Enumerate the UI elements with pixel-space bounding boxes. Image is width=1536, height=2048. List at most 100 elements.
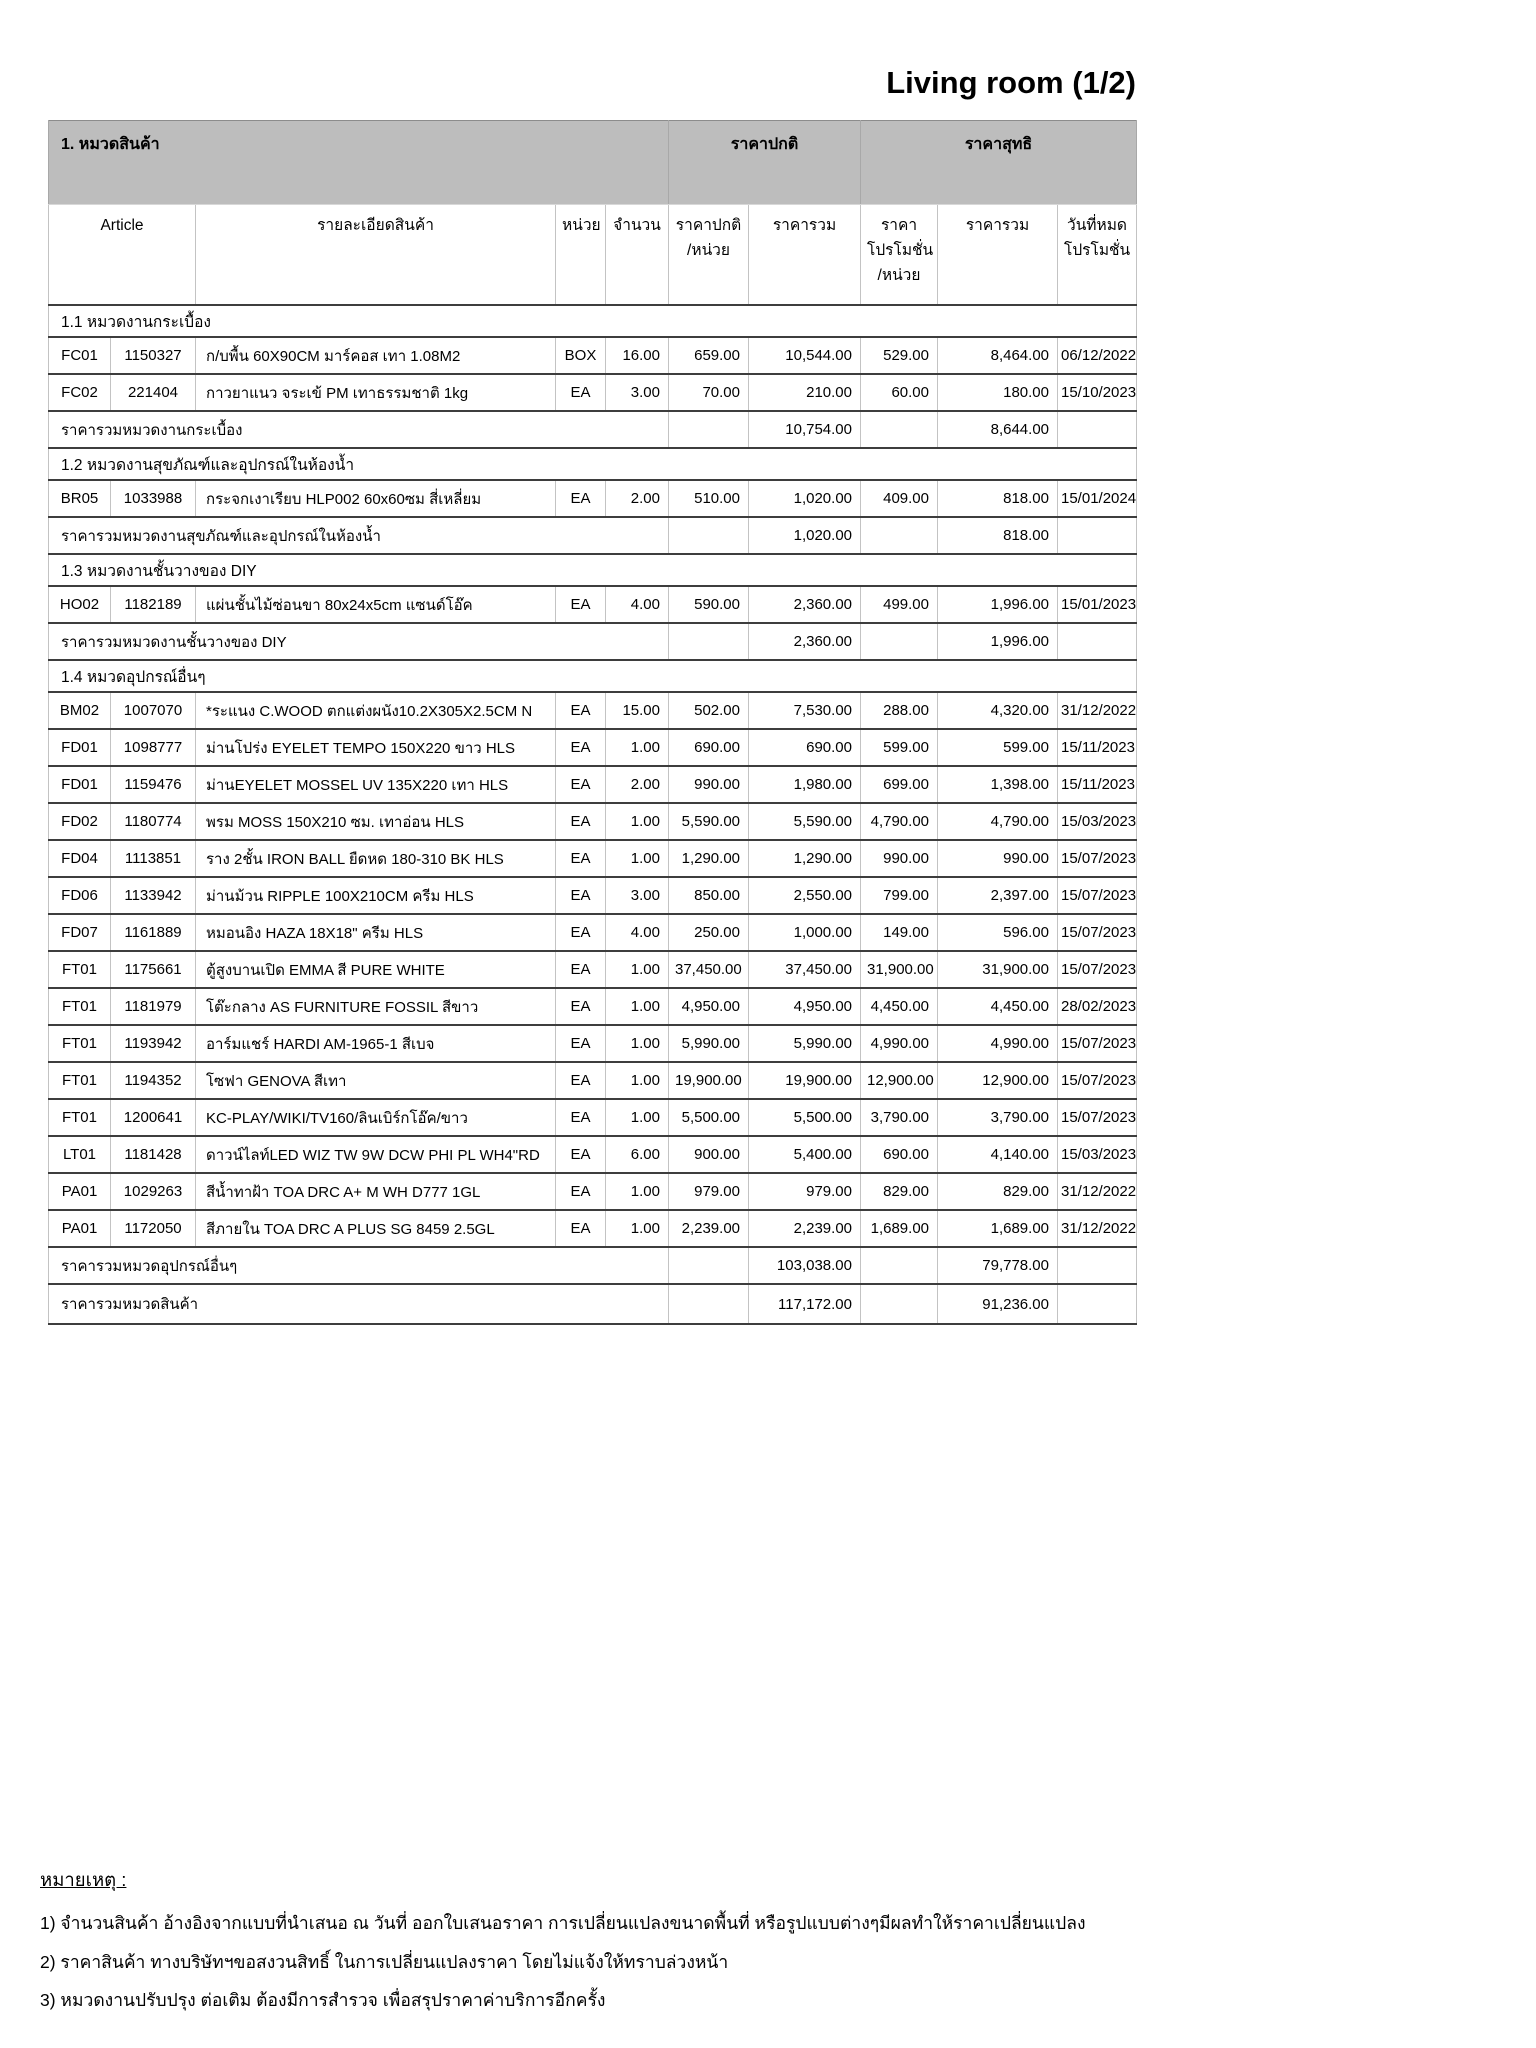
section-header-row: 1.4 หมวดอุปกรณ์อื่นๆ	[48, 659, 1137, 693]
item-promo-end-date: 15/07/2023	[1057, 913, 1137, 951]
col-header-article: Article	[48, 204, 196, 305]
table-row: FD04 1113851 ราง 2ชั้น IRON BALL ยืดหด 1…	[48, 839, 1137, 877]
notes-block: หมายเหตุ : 1) จำนวนสินค้า อ้างอิงจากแบบท…	[40, 1866, 1500, 2027]
col-header-promo-end: วันที่หมด โปรโมชั่น	[1057, 204, 1137, 305]
item-promo-price: 4,450.00	[860, 987, 938, 1025]
item-code: FD06	[48, 876, 111, 914]
section-subtotal-row: ราคารวมหมวดงานชั้นวางของ DIY 2,360.00 1,…	[48, 622, 1137, 660]
item-qty: 15.00	[605, 691, 669, 729]
item-promo-end-date: 06/12/2022	[1057, 336, 1137, 374]
table-row: FT01 1200641 KC-PLAY/WIKI/TV160/ลินเบิร์…	[48, 1098, 1137, 1136]
item-article-number: 1172050	[110, 1209, 196, 1247]
item-description: ม่านโปร่ง EYELET TEMPO 150X220 ขาว HLS	[195, 728, 556, 766]
group-header-net-price: ราคาสุทธิ	[860, 120, 1137, 205]
item-code: FT01	[48, 987, 111, 1025]
item-description: กระจกเงาเรียบ HLP002 60x60ซม สี่เหลี่ยม	[195, 479, 556, 517]
subtotal-empty-price	[668, 622, 749, 660]
item-unit-price: 1,290.00	[668, 839, 749, 877]
item-promo-price: 409.00	[860, 479, 938, 517]
item-promo-total: 818.00	[937, 479, 1058, 517]
item-promo-price: 12,900.00	[860, 1061, 938, 1099]
group-header-normal-price: ราคาปกติ	[668, 120, 861, 205]
col-header-description: รายละเอียดสินค้า	[195, 204, 556, 305]
item-unit: EA	[555, 1061, 606, 1099]
grand-total-label: ราคารวมหมวดสินค้า	[48, 1283, 669, 1324]
item-code: FT01	[48, 950, 111, 988]
subtotal-empty-promo	[860, 622, 938, 660]
item-description: KC-PLAY/WIKI/TV160/ลินเบิร์กโอ๊ค/ขาว	[195, 1098, 556, 1136]
col-header-unit: หน่วย	[555, 204, 606, 305]
item-qty: 1.00	[605, 839, 669, 877]
item-qty: 1.00	[605, 1061, 669, 1099]
item-promo-price: 4,790.00	[860, 802, 938, 840]
subtotal-empty-promo	[860, 410, 938, 448]
item-promo-price: 4,990.00	[860, 1024, 938, 1062]
item-qty: 4.00	[605, 913, 669, 951]
item-promo-end-date: 15/07/2023	[1057, 1061, 1137, 1099]
item-code: FT01	[48, 1061, 111, 1099]
item-total: 10,544.00	[748, 336, 861, 374]
table-row: HO02 1182189 แผ่นชั้นไม้ซ่อนขา 80x24x5cm…	[48, 585, 1137, 623]
grand-total-empty-end	[1057, 1283, 1137, 1324]
item-article-number: 1182189	[110, 585, 196, 623]
item-qty: 2.00	[605, 479, 669, 517]
section-header-row: 1.3 หมวดงานชั้นวางของ DIY	[48, 553, 1137, 587]
item-code: FD07	[48, 913, 111, 951]
quotation-table: 1. หมวดสินค้า ราคาปกติ ราคาสุทธิ Article…	[48, 120, 1137, 1325]
item-description: อาร์มแชร์ HARDI AM-1965-1 สีเบจ	[195, 1024, 556, 1062]
item-article-number: 1175661	[110, 950, 196, 988]
item-total: 979.00	[748, 1172, 861, 1210]
item-code: FT01	[48, 1024, 111, 1062]
subtotal-net-total: 818.00	[937, 516, 1058, 554]
item-unit-price: 900.00	[668, 1135, 749, 1173]
item-promo-end-date: 15/11/2023	[1057, 765, 1137, 803]
item-unit-price: 250.00	[668, 913, 749, 951]
item-promo-end-date: 31/12/2022	[1057, 691, 1137, 729]
item-promo-end-date: 15/03/2023	[1057, 1135, 1137, 1173]
item-description: ดาวน์ไลท์LED WIZ TW 9W DCW PHI PL WH4"RD	[195, 1135, 556, 1173]
item-total: 7,530.00	[748, 691, 861, 729]
item-total: 4,950.00	[748, 987, 861, 1025]
table-row: PA01 1172050 สีภายใน TOA DRC A PLUS SG 8…	[48, 1209, 1137, 1247]
item-article-number: 1180774	[110, 802, 196, 840]
table-group-header-row: 1. หมวดสินค้า ราคาปกติ ราคาสุทธิ	[48, 120, 1137, 205]
item-unit-price: 5,500.00	[668, 1098, 749, 1136]
note-line-3: 3) หมวดงานปรับปรุง ต่อเติม ต้องมีการสำรว…	[40, 1990, 606, 2010]
section-title: 1.1 หมวดงานกระเบื้อง	[48, 304, 1137, 338]
item-description: แผ่นชั้นไม้ซ่อนขา 80x24x5cm แซนด์โอ๊ค	[195, 585, 556, 623]
item-code: BM02	[48, 691, 111, 729]
subtotal-empty-end	[1057, 410, 1137, 448]
item-promo-price: 699.00	[860, 765, 938, 803]
item-promo-end-date: 15/03/2023	[1057, 802, 1137, 840]
item-unit-price: 502.00	[668, 691, 749, 729]
table-row: FT01 1181979 โต๊ะกลาง AS FURNITURE FOSSI…	[48, 987, 1137, 1025]
item-qty: 4.00	[605, 585, 669, 623]
table-row: FD01 1159476 ม่านEYELET MOSSEL UV 135X22…	[48, 765, 1137, 803]
table-row: FD07 1161889 หมอนอิง HAZA 18X18" ครีม HL…	[48, 913, 1137, 951]
grand-total-net: 91,236.00	[937, 1283, 1058, 1324]
item-promo-end-date: 15/01/2024	[1057, 479, 1137, 517]
item-promo-price: 690.00	[860, 1135, 938, 1173]
item-promo-total: 4,450.00	[937, 987, 1058, 1025]
item-promo-price: 60.00	[860, 373, 938, 411]
item-total: 5,590.00	[748, 802, 861, 840]
subtotal-normal-total: 103,038.00	[748, 1246, 861, 1284]
note-line-1: 1) จำนวนสินค้า อ้างอิงจากแบบที่นำเสนอ ณ …	[40, 1913, 1086, 1933]
item-promo-price: 1,689.00	[860, 1209, 938, 1247]
item-promo-total: 12,900.00	[937, 1061, 1058, 1099]
item-unit-price: 2,239.00	[668, 1209, 749, 1247]
item-description: สีภายใน TOA DRC A PLUS SG 8459 2.5GL	[195, 1209, 556, 1247]
item-code: FD02	[48, 802, 111, 840]
note-line-2: 2) ราคาสินค้า ทางบริษัทฯขอสงวนสิทธิ์ ในก…	[40, 1951, 729, 1972]
item-promo-end-date: 15/01/2023	[1057, 585, 1137, 623]
section-title: 1.4 หมวดอุปกรณ์อื่นๆ	[48, 659, 1137, 693]
item-promo-end-date: 31/12/2022	[1057, 1209, 1137, 1247]
subtotal-normal-total: 2,360.00	[748, 622, 861, 660]
section-header-row: 1.2 หมวดงานสุขภัณฑ์และอุปกรณ์ในห้องน้ำ	[48, 447, 1137, 481]
item-unit: EA	[555, 1135, 606, 1173]
item-code: FD01	[48, 765, 111, 803]
subtotal-empty-end	[1057, 1246, 1137, 1284]
item-promo-total: 1,398.00	[937, 765, 1058, 803]
subtotal-empty-price	[668, 516, 749, 554]
